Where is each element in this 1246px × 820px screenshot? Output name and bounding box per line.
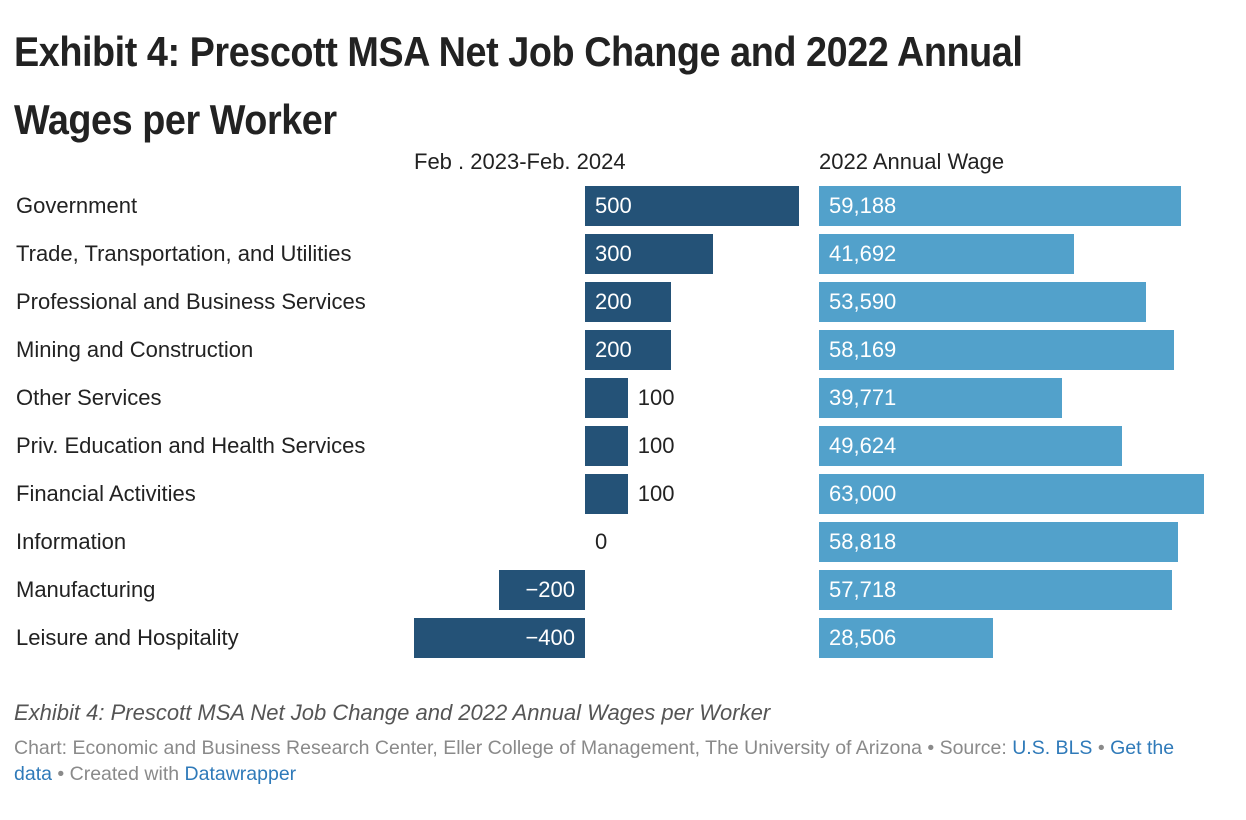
category-label: Leisure and Hospitality (16, 625, 239, 650)
notes-created-with: • Created with (51, 763, 185, 785)
chart-caption: Exhibit 4: Prescott MSA Net Job Change a… (14, 700, 771, 725)
wage-value-label: 58,818 (829, 529, 897, 554)
jobs-value-label: 100 (637, 481, 675, 506)
jobs-value-label: −400 (525, 625, 575, 650)
notes-credit: Chart: Economic and Business Research Ce… (14, 737, 1013, 759)
chart-title: Exhibit 4: Prescott MSA Net Job Change a… (14, 28, 1023, 143)
jobs-bar (585, 234, 714, 274)
wage-value-label: 58,169 (829, 337, 897, 362)
chart-notes: Chart: Economic and Business Research Ce… (14, 735, 1184, 787)
category-label: Manufacturing (16, 577, 156, 602)
category-label: Mining and Construction (16, 337, 254, 362)
jobs-bar (585, 186, 799, 226)
jobs-bar (585, 378, 628, 418)
wage-value-label: 49,624 (829, 433, 897, 458)
wage-bar (819, 474, 1204, 514)
category-label: Priv. Education and Health Services (16, 433, 366, 458)
wage-bar (819, 234, 1074, 274)
notes-separator: • (1092, 737, 1111, 759)
source-link[interactable]: U.S. BLS (1012, 737, 1093, 759)
datawrapper-link[interactable]: Datawrapper (184, 763, 297, 785)
wage-value-label: 53,590 (829, 289, 897, 314)
jobs-value-label: 100 (637, 385, 675, 410)
wage-value-label: 28,506 (829, 625, 897, 650)
wage-value-label: 59,188 (829, 193, 897, 218)
category-label: Professional and Business Services (16, 289, 366, 314)
wage-column-header: 2022 Annual Wage (819, 149, 1005, 174)
jobs-value-label: 200 (595, 289, 632, 314)
category-label: Information (16, 529, 127, 554)
category-label: Other Services (16, 385, 162, 410)
jobs-bar (413, 618, 585, 658)
jobs-bar (585, 426, 628, 466)
jobs-value-label: 500 (595, 193, 632, 218)
jobs-bar (499, 570, 585, 610)
jobs-value-label: 100 (637, 433, 675, 458)
category-label: Financial Activities (16, 481, 196, 506)
wage-bar (819, 378, 1063, 418)
jobs-bar (585, 330, 671, 370)
category-label: Government (16, 193, 138, 218)
wage-bar (819, 618, 994, 658)
wage-bar (819, 570, 1172, 610)
wage-bar (819, 426, 1123, 466)
jobs-column-header: Feb . 2023-Feb. 2024 (414, 149, 626, 174)
jobs-value-label: 0 (595, 529, 608, 554)
jobs-value-label: −200 (525, 577, 575, 602)
wage-bar (819, 330, 1175, 370)
category-label: Trade, Transportation, and Utilities (16, 241, 352, 266)
wage-bar (819, 186, 1181, 226)
jobs-bar (585, 474, 628, 514)
wage-value-label: 41,692 (829, 241, 897, 266)
wage-value-label: 57,718 (829, 577, 897, 602)
jobs-value-label: 300 (595, 241, 632, 266)
wage-value-label: 39,771 (829, 385, 897, 410)
get-data-link[interactable]: Get the data (14, 737, 1175, 785)
jobs-value-label: 200 (595, 337, 632, 362)
jobs-bar (585, 282, 671, 322)
wage-bar (819, 282, 1147, 322)
wage-bar (819, 522, 1179, 562)
wage-value-label: 63,000 (829, 481, 897, 506)
